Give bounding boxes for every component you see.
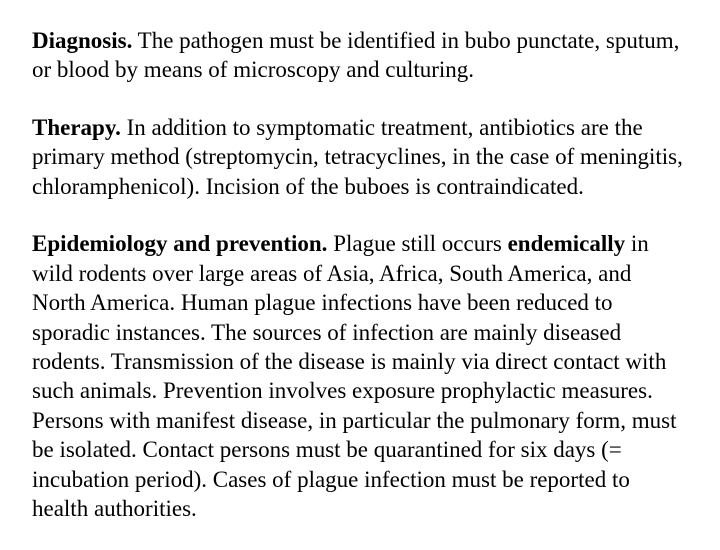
paragraph-epidemiology: Epidemiology and prevention. Plague stil… — [32, 229, 690, 523]
paragraph-therapy: Therapy. In addition to symptomatic trea… — [32, 113, 690, 201]
heading-diagnosis: Diagnosis. — [32, 28, 132, 53]
text-epi-endemically: endemically — [508, 231, 626, 256]
heading-epidemiology: Epidemiology and prevention. — [32, 231, 327, 256]
text-epi-2: in wild rodents over large areas of Asia… — [32, 231, 677, 521]
heading-therapy: Therapy. — [32, 115, 121, 140]
text-therapy: In addition to symptomatic treatment, an… — [32, 115, 683, 199]
document-page: Diagnosis. The pathogen must be identifi… — [0, 0, 720, 550]
paragraph-diagnosis: Diagnosis. The pathogen must be identifi… — [32, 26, 690, 85]
text-epi-1: Plague still occurs — [327, 231, 507, 256]
